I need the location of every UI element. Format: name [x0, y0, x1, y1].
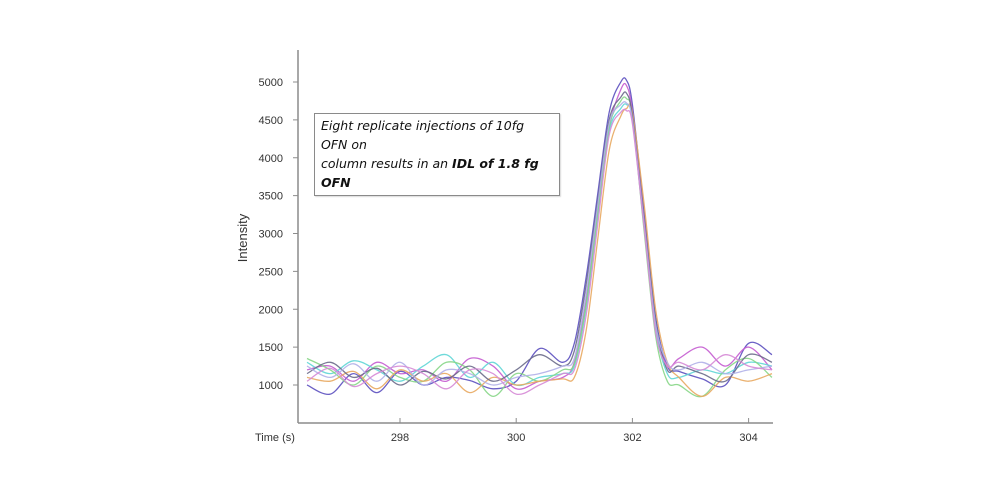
- annotation-line-2-prefix: column results in an: [321, 156, 453, 171]
- series-lines: [306, 77, 773, 398]
- y-tick-label: 5000: [259, 77, 283, 89]
- series-line-replicate-7: [306, 101, 773, 386]
- y-tick-label: 2000: [259, 304, 283, 316]
- y-tick-label: 4000: [259, 153, 283, 165]
- y-tick-label: 4500: [259, 115, 283, 127]
- y-tick-label: 3500: [259, 191, 283, 203]
- y-tick-label: 3000: [259, 229, 283, 241]
- x-tick-label: 302: [623, 432, 641, 444]
- series-line-replicate-6: [306, 91, 773, 386]
- annotation-idl-value: IDL of 1.8 fg OFN: [321, 156, 539, 190]
- x-axis-title: Time (s): [255, 432, 295, 444]
- annotation-box: Eight replicate injections of 10fg OFN o…: [314, 113, 560, 196]
- series-line-replicate-4: [306, 96, 773, 398]
- series-line-replicate-5: [306, 103, 773, 398]
- x-tick-label: 304: [739, 432, 757, 444]
- annotation-line-2: column results in an IDL of 1.8 fg OFN: [321, 154, 553, 192]
- y-tick-label: 1500: [259, 342, 283, 354]
- x-tick-label: 300: [507, 432, 525, 444]
- y-axis-ticks: 1000 1500 2000 2500 3000 3500 4000 4500 5000: [259, 77, 298, 392]
- x-axis-ticks: 298 300 302 304: [391, 418, 758, 444]
- x-tick-label: 298: [391, 432, 409, 444]
- y-axis-title: Intensity: [235, 213, 250, 262]
- annotation-line-1: Eight replicate injections of 10fg OFN o…: [321, 118, 525, 152]
- y-tick-label: 1000: [259, 380, 283, 392]
- y-tick-label: 2500: [259, 266, 283, 278]
- series-line-replicate-8: [306, 108, 773, 396]
